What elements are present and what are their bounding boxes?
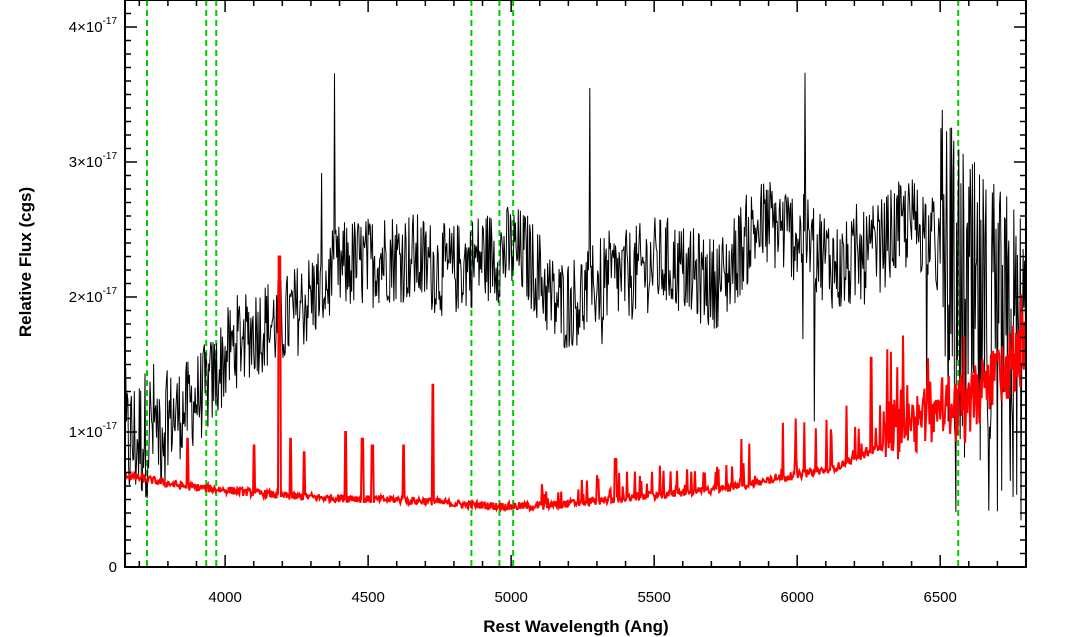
x-tick-label: 6000	[780, 589, 813, 606]
plot-axes	[124, 0, 1027, 568]
x-axis-ticks: 4000 4500 5000 5500 6000 6500	[138, 0, 1027, 606]
y-tick-label: 4×10-17	[69, 16, 118, 36]
x-tick-label: 4000	[208, 589, 241, 606]
x-tick-label: 4500	[351, 589, 384, 606]
observed-spectrum	[125, 72, 1026, 521]
y-tick-label: 0	[109, 559, 117, 576]
model-spectrum-line	[125, 255, 1026, 514]
y-axis-label: Relative Flux (cgs)	[16, 187, 35, 337]
plot-frame	[124, 0, 1027, 568]
model-spectrum	[125, 255, 1026, 514]
x-tick-label: 5500	[637, 589, 670, 606]
observed-spectrum-line	[125, 72, 1026, 521]
x-tick-label: 6500	[924, 589, 957, 606]
y-tick-label: 2×10-17	[69, 286, 118, 306]
y-tick-label: 3×10-17	[69, 151, 118, 171]
x-tick-label: 5000	[494, 589, 527, 606]
y-tick-label: 1×10-17	[69, 421, 118, 441]
y-axis-ticks: 0 1×10-17 2×10-17 3×10-17 4×10-17	[69, 0, 1026, 576]
x-axis-label: Rest Wavelength (Ang)	[483, 617, 668, 636]
